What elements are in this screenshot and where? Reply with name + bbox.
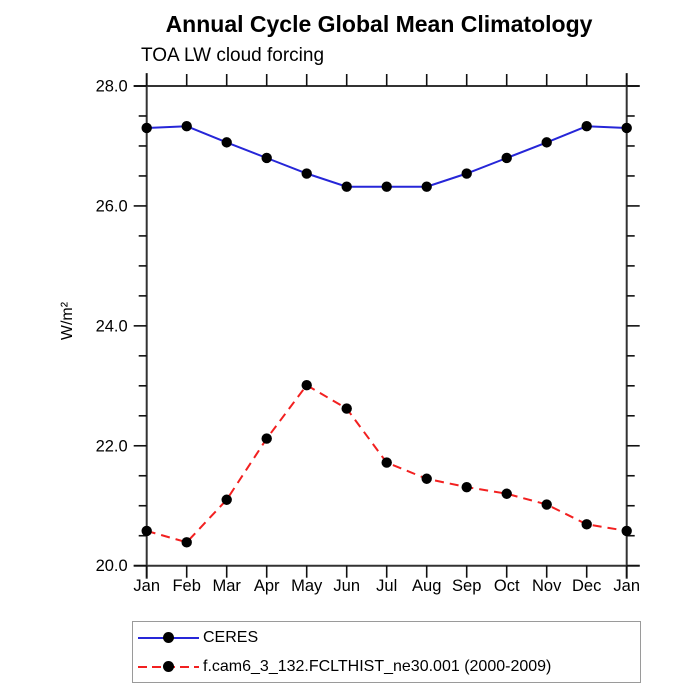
data-point-marker — [181, 537, 192, 548]
x-tick-label: Sep — [452, 577, 481, 595]
data-point-marker — [461, 481, 472, 493]
x-tick-label: Jun — [333, 577, 360, 595]
data-point-marker — [461, 168, 472, 179]
x-tick-label: Oct — [494, 577, 520, 595]
data-point-marker — [181, 120, 192, 132]
x-tick-label: Feb — [172, 577, 200, 595]
legend-item-model: f.cam6_3_132.FCLTHIST_ne30.001 (2000-200… — [133, 654, 640, 680]
legend: CERES f.cam6_3_132.FCLTHIST_ne30.001 (20… — [132, 621, 641, 683]
legend-label-model: f.cam6_3_132.FCLTHIST_ne30.001 (2000-200… — [203, 657, 552, 675]
chart-subtitle: TOA LW cloud forcing — [141, 45, 325, 66]
data-point-marker — [621, 525, 632, 537]
data-point-marker — [141, 525, 152, 537]
data-point-marker — [381, 457, 392, 468]
data-point-marker — [341, 181, 352, 192]
series-line-ceres — [146, 125, 627, 188]
y-tick-label: 24.0 — [96, 317, 128, 335]
marker-dot-icon — [163, 661, 174, 672]
x-tick-label: Jan — [613, 577, 640, 595]
x-tick-label: Dec — [572, 577, 601, 595]
marker-dot-icon — [163, 632, 174, 643]
y-tick-label: 26.0 — [96, 197, 128, 215]
data-point-marker — [221, 494, 232, 505]
data-point-marker — [261, 433, 272, 444]
data-point-marker — [301, 168, 312, 179]
y-tick-label: 28.0 — [96, 78, 128, 96]
x-tick-label: May — [291, 577, 323, 595]
data-point-marker — [501, 488, 512, 499]
data-point-marker — [581, 120, 592, 132]
x-tick-label: Nov — [532, 577, 562, 595]
legend-item-ceres: CERES — [133, 625, 640, 651]
data-point-marker — [141, 122, 152, 134]
data-point-marker — [341, 403, 352, 414]
data-point-marker — [421, 181, 432, 192]
chart: 20.0 22.0 24.0 26.0 28.0 Jan Feb Mar Apr May Jun Ju… — [96, 73, 640, 595]
legend-line-sample-model — [138, 661, 199, 673]
legend-line-sample-ceres — [138, 632, 199, 644]
data-point-marker — [581, 519, 592, 530]
chart-title: Annual Cycle Global Mean Climatology — [165, 11, 593, 37]
x-tick-label: Mar — [212, 577, 241, 595]
data-point-marker — [301, 380, 312, 391]
y-tick-label: 20.0 — [96, 557, 128, 575]
y-tick-label: 22.0 — [96, 437, 128, 455]
x-tick-label: Apr — [254, 577, 280, 595]
legend-label-ceres: CERES — [203, 628, 259, 646]
data-point-marker — [621, 122, 632, 134]
data-point-marker — [381, 181, 392, 192]
x-tick-label: Aug — [412, 577, 441, 595]
x-tick-label: Jan — [133, 577, 160, 595]
x-tick-label: Jul — [376, 577, 397, 595]
data-point-marker — [261, 152, 272, 164]
data-point-marker — [541, 499, 552, 510]
data-point-marker — [421, 473, 432, 484]
data-point-marker — [541, 137, 552, 148]
data-point-marker — [501, 152, 512, 164]
data-point-marker — [221, 137, 232, 148]
